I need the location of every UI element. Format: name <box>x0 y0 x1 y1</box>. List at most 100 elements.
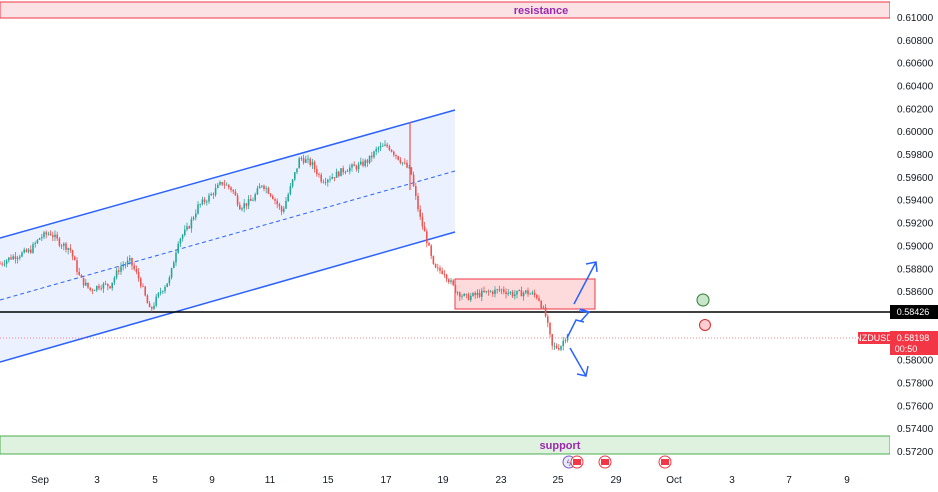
candle-body <box>564 340 567 342</box>
candle-body <box>206 201 208 203</box>
candle-body <box>333 177 336 178</box>
candle-body <box>34 243 36 245</box>
candle-body <box>250 198 252 201</box>
candle-body <box>157 292 160 297</box>
candle-body <box>364 160 366 166</box>
buy-signal-circle[interactable] <box>696 293 710 307</box>
candle-body <box>456 292 459 294</box>
candle-body <box>0 263 1 265</box>
y-tick-label: 0.57200 <box>897 447 934 458</box>
y-tick-label: 0.60000 <box>897 127 934 138</box>
candle-body <box>58 238 61 246</box>
candle-body <box>159 291 162 293</box>
bullish-arrow-long[interactable] <box>573 261 597 305</box>
channel-mid-line[interactable] <box>0 170 456 301</box>
candle-body <box>397 156 399 160</box>
candle-body <box>256 188 259 195</box>
candle-body <box>115 270 118 278</box>
candle-body <box>307 158 309 160</box>
y-tick-label: 0.58600 <box>897 287 934 298</box>
x-tick-label: 17 <box>380 475 392 486</box>
symbol-tag-text: NZDUSD <box>855 333 893 343</box>
y-tick-label: 0.59800 <box>897 150 934 161</box>
y-tick-label: 0.61000 <box>897 13 934 24</box>
candle-body <box>25 249 28 252</box>
candle-body <box>360 161 362 165</box>
candle-body <box>355 166 358 170</box>
y-tick-label: 0.58000 <box>897 356 934 367</box>
candle-body <box>342 168 344 173</box>
candle-body <box>366 160 369 163</box>
resistance-zone[interactable] <box>0 1 891 19</box>
candle-body <box>291 179 294 187</box>
candle-body <box>327 179 329 183</box>
candle-body <box>56 234 58 239</box>
candle-body <box>107 283 109 287</box>
candle-body <box>300 158 303 159</box>
candle-body <box>492 291 494 295</box>
candle-body <box>289 186 292 195</box>
candle-body <box>388 146 391 150</box>
candle-body <box>483 290 485 293</box>
sell-signal-circle[interactable] <box>699 319 711 331</box>
candle-body <box>142 286 144 288</box>
projection-arrows[interactable] <box>566 261 598 377</box>
candle-body <box>551 334 553 346</box>
candle-body <box>340 168 342 177</box>
channel-lower-line[interactable] <box>0 231 456 363</box>
candle-body <box>320 174 322 182</box>
consolidation-box[interactable] <box>454 278 596 310</box>
candle-body <box>71 250 74 257</box>
candle-body <box>296 168 298 173</box>
candle-body <box>221 182 223 185</box>
candle-body <box>124 264 127 266</box>
candle-body <box>263 185 265 189</box>
candle-body <box>428 242 430 246</box>
level-tag-text: 0.58426 <box>897 307 930 317</box>
bearish-arrow-long[interactable] <box>569 347 587 377</box>
candle-body <box>467 294 470 301</box>
candle-body <box>481 290 483 297</box>
candle-body <box>538 298 540 301</box>
lightning-icon: ϟ <box>567 458 572 468</box>
candle-body <box>399 159 402 163</box>
time-axis[interactable] <box>0 470 938 492</box>
candle-body <box>214 188 217 195</box>
x-tick-label: Oct <box>666 475 682 486</box>
support-zone[interactable] <box>0 435 891 455</box>
candle-body <box>190 219 193 229</box>
candle-body <box>305 159 307 163</box>
candle-body <box>54 234 56 238</box>
candle-body <box>287 194 289 202</box>
y-tick-label: 0.57400 <box>897 424 934 435</box>
candle-body <box>225 184 228 186</box>
support-label: support <box>540 440 581 452</box>
candle-body <box>276 200 278 205</box>
candle-body <box>465 293 468 295</box>
bullish-arrow-head <box>585 261 598 273</box>
candle-body <box>461 295 463 297</box>
x-tick-label: 23 <box>495 475 507 486</box>
candle-body <box>410 167 413 175</box>
candle-body <box>393 151 395 155</box>
channel-upper-line[interactable] <box>0 109 456 239</box>
candle-body <box>175 252 177 263</box>
event-icons[interactable]: ϟ <box>562 455 672 469</box>
candle-body <box>507 292 509 295</box>
y-tick-label: 0.60600 <box>897 59 934 70</box>
candle-body <box>520 290 523 297</box>
candle-body <box>309 158 311 166</box>
candle-body <box>450 280 452 283</box>
y-tick-label: 0.60200 <box>897 104 934 115</box>
candle-body <box>280 206 283 212</box>
price-axis[interactable] <box>890 0 938 470</box>
bullish-arrow[interactable] <box>566 319 585 339</box>
candle-body <box>500 289 503 291</box>
candle-body <box>111 282 113 289</box>
candle-body <box>239 204 241 210</box>
candle-body <box>258 186 261 189</box>
candle-body <box>100 288 102 290</box>
candle-body <box>560 346 562 350</box>
candle-body <box>254 194 256 201</box>
